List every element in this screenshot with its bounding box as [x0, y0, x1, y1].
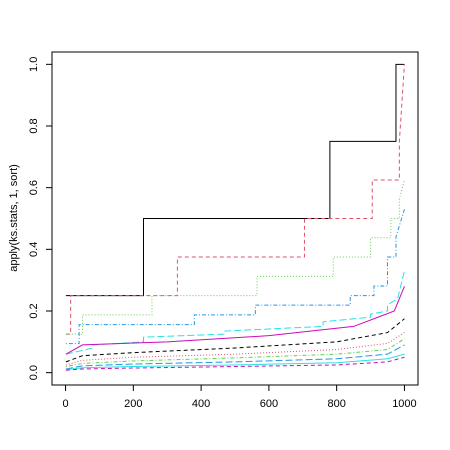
series-line: [65, 64, 405, 335]
y-tick-label: 0.8: [28, 118, 40, 133]
y-tick-label: 1.0: [28, 57, 40, 72]
x-tick-label: 200: [124, 398, 142, 410]
series-line: [65, 318, 405, 363]
x-tick-label: 0: [62, 398, 68, 410]
series-line: [65, 356, 405, 371]
y-tick-label: 0.2: [28, 303, 40, 318]
x-tick-label: 600: [260, 398, 278, 410]
series-line: [65, 179, 405, 335]
series-line: [65, 63, 405, 297]
plot-box: [51, 51, 419, 386]
x-tick-label: 800: [327, 398, 345, 410]
y-tick-label: 0.0: [28, 365, 40, 380]
series-line: [65, 338, 405, 367]
x-tick-label: 400: [192, 398, 210, 410]
y-tick-label: 0.6: [28, 180, 40, 195]
series-line: [65, 353, 405, 371]
y-axis-label: apply(ks.stats, 1, sort): [8, 164, 20, 272]
series-line: [65, 344, 405, 370]
x-tick-label: 1000: [392, 398, 416, 410]
series-line: [65, 270, 405, 355]
y-tick-label: 0.4: [28, 242, 40, 257]
series-line: [65, 286, 405, 355]
series-line: [65, 209, 405, 345]
